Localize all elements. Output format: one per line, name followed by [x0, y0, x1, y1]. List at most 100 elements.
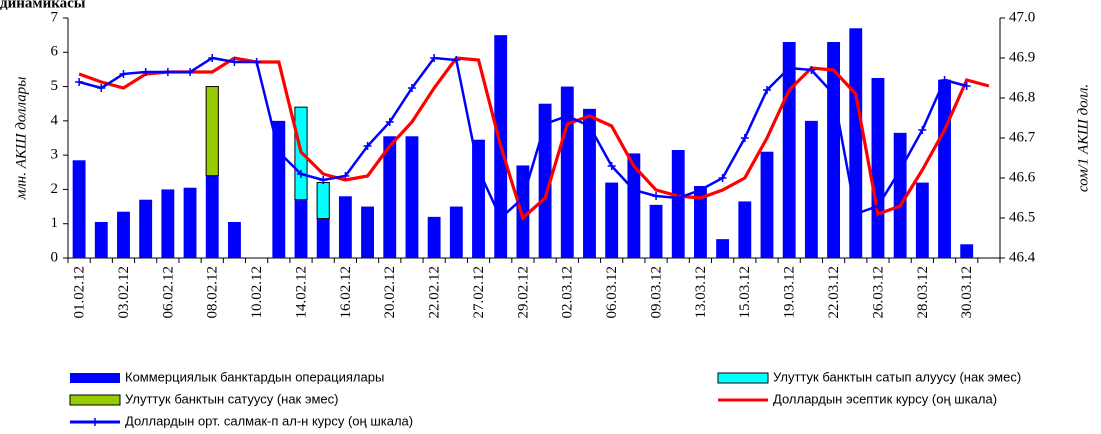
x-tick-label: 26.03.12	[870, 266, 886, 319]
bar	[316, 182, 330, 220]
marker	[452, 56, 461, 64]
x-tick-label: 01.02.12	[72, 266, 88, 319]
marker	[740, 134, 749, 142]
bar	[272, 120, 286, 258]
bar	[405, 136, 419, 258]
marker	[319, 176, 328, 184]
x-tick-label: 22.02.12	[427, 266, 443, 319]
marker	[940, 76, 949, 84]
bar	[94, 222, 108, 258]
marker	[496, 214, 505, 222]
bar	[649, 204, 663, 258]
x-tick-label: 06.02.12	[160, 266, 176, 319]
marker	[518, 194, 527, 202]
bar	[161, 189, 175, 258]
marker	[962, 82, 971, 90]
legend-swatch	[717, 372, 769, 384]
marker	[785, 64, 794, 72]
marker	[141, 68, 150, 76]
bar	[227, 222, 241, 258]
marker	[252, 58, 261, 66]
y2-tick-label: 46.9	[1009, 49, 1035, 65]
bar	[472, 139, 485, 258]
bar	[938, 79, 951, 258]
bar	[361, 206, 375, 258]
bar	[760, 151, 774, 258]
bar	[72, 160, 86, 258]
legend-label: Улуттук банктын сатып алуусу (нак эмес)	[773, 369, 1021, 384]
bar	[849, 28, 863, 258]
x-tick-label: 22.03.12	[826, 266, 842, 319]
marker	[563, 112, 572, 120]
marker	[474, 166, 483, 174]
bar	[782, 42, 796, 258]
marker	[918, 126, 927, 134]
x-tick-label: 19.03.12	[782, 266, 798, 319]
x-tick-label: 15.03.12	[737, 266, 753, 319]
bar	[671, 150, 685, 258]
marker	[297, 170, 305, 178]
y-axis-label: млн. АКШ доллары	[13, 77, 29, 201]
bar	[804, 120, 818, 258]
marker	[75, 78, 84, 86]
chart-title: динамикасы	[0, 0, 86, 11]
marker	[541, 120, 550, 128]
y-tick-label: 4	[51, 112, 59, 128]
x-tick-label: 20.02.12	[382, 266, 398, 319]
marker	[629, 186, 638, 194]
marker	[407, 84, 416, 92]
marker	[186, 68, 195, 76]
marker	[718, 174, 727, 182]
bar	[827, 42, 841, 258]
x-tick-label: 02.03.12	[560, 266, 576, 319]
x-tick-label: 30.03.12	[959, 266, 975, 319]
y2-tick-label: 46.7	[1009, 129, 1036, 145]
x-tick-label: 16.02.12	[338, 266, 354, 319]
marker	[607, 162, 616, 170]
bar	[183, 187, 197, 258]
y-tick-label: 5	[51, 78, 59, 94]
marker	[873, 202, 882, 210]
bar	[627, 153, 641, 258]
marker	[385, 118, 394, 126]
marker	[851, 210, 860, 218]
x-tick-label: 03.02.12	[116, 266, 132, 319]
y-tick-label: 2	[51, 181, 59, 197]
bar	[338, 196, 352, 258]
y2-tick-label: 46.5	[1009, 209, 1035, 225]
y2-tick-label: 46.8	[1009, 89, 1035, 105]
marker	[430, 54, 439, 62]
y2-tick-label: 46.4	[1009, 249, 1036, 265]
marker	[97, 84, 106, 92]
x-tick-label: 06.03.12	[604, 266, 620, 319]
marker	[696, 186, 705, 194]
bar	[205, 86, 219, 177]
y-tick-label: 7	[51, 9, 59, 25]
bar	[117, 211, 130, 258]
bar	[605, 182, 619, 258]
marker	[208, 54, 217, 62]
bar	[693, 186, 707, 258]
marker	[763, 86, 771, 94]
x-tick-label: 10.02.12	[249, 266, 265, 319]
y2-axis-label: сом/1 АКШ долл.	[1075, 84, 1091, 192]
x-tick-label: 13.03.12	[693, 266, 709, 319]
marker	[341, 172, 350, 180]
bar	[915, 182, 929, 258]
bar	[538, 103, 552, 258]
marker	[807, 66, 816, 74]
bar	[960, 244, 974, 258]
y2-tick-label: 47.0	[1009, 9, 1035, 25]
marker	[363, 142, 372, 150]
marker	[230, 58, 239, 66]
bar	[583, 108, 596, 258]
x-tick-label: 08.02.12	[205, 266, 221, 319]
bar	[871, 78, 885, 258]
marker	[274, 148, 283, 156]
x-tick-label: 28.03.12	[915, 266, 931, 319]
legend-swatch	[69, 394, 121, 406]
x-tick-label: 29.02.12	[515, 266, 531, 319]
y-tick-label: 0	[51, 249, 59, 265]
marker	[585, 122, 594, 130]
